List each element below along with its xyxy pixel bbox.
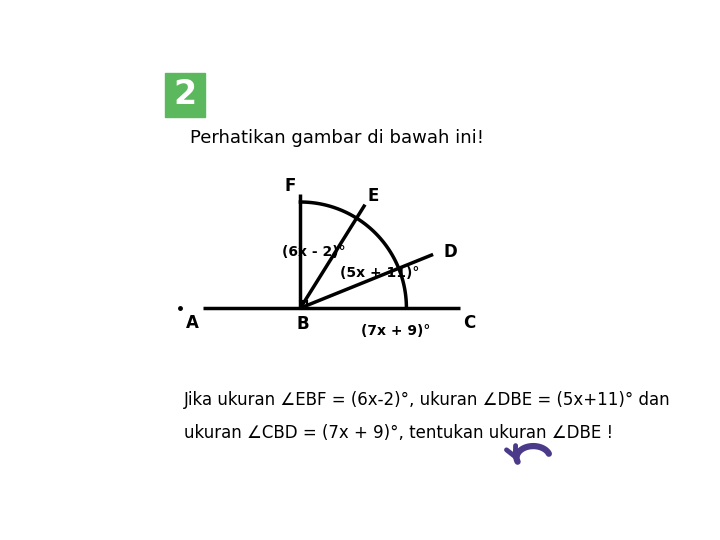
Text: D: D	[444, 244, 457, 261]
Text: ukuran ∠CBD = (7x + 9)°, tentukan ukuran ∠DBE !: ukuran ∠CBD = (7x + 9)°, tentukan ukuran…	[184, 424, 613, 442]
Text: Perhatikan gambar di bawah ini!: Perhatikan gambar di bawah ini!	[190, 129, 485, 146]
Text: C: C	[463, 314, 475, 332]
Text: B: B	[296, 315, 309, 333]
Text: Jika ukuran ∠EBF = (6x-2)°, ukuran ∠DBE = (5x+11)° dan: Jika ukuran ∠EBF = (6x-2)°, ukuran ∠DBE …	[184, 390, 670, 409]
Text: E: E	[368, 187, 379, 205]
Text: 2: 2	[174, 78, 197, 111]
Text: (6x - 2)°: (6x - 2)°	[282, 245, 346, 259]
Text: A: A	[186, 314, 199, 332]
Text: (5x + 11)°: (5x + 11)°	[340, 266, 419, 280]
Text: (7x + 9)°: (7x + 9)°	[361, 324, 430, 338]
Text: F: F	[284, 177, 296, 195]
FancyBboxPatch shape	[166, 73, 204, 117]
